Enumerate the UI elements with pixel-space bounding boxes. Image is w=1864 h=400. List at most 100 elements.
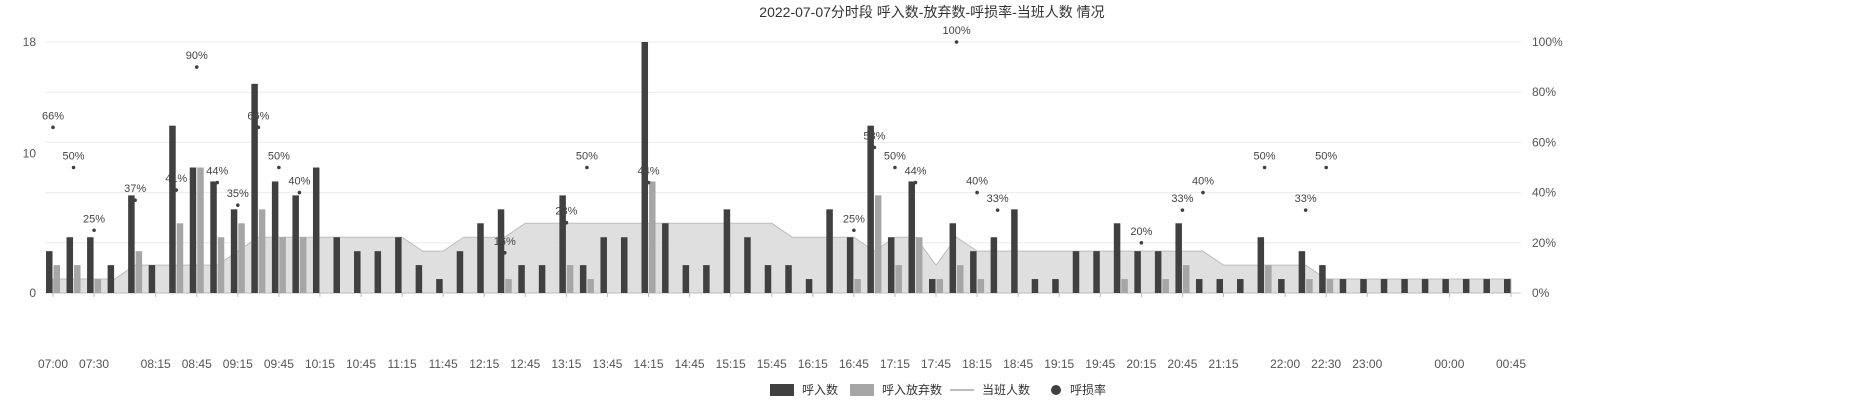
bar-calls (559, 195, 566, 293)
bar-calls (1504, 279, 1511, 293)
loss-rate-label: 37% (124, 183, 146, 195)
x-tick-label: 17:45 (921, 357, 951, 371)
loss-rate-point (256, 125, 261, 130)
bar-calls (929, 279, 936, 293)
loss-rate-label: 28% (555, 206, 577, 218)
bar-calls (148, 265, 156, 293)
loss-rate-label: 33% (1295, 193, 1317, 205)
legend-label: 呼入数 (802, 382, 838, 397)
bar-calls (374, 251, 382, 293)
loss-rate-label: 40% (1192, 176, 1214, 188)
loss-rate-point (1180, 208, 1185, 212)
loss-rate-point (502, 251, 507, 255)
chart-title: 2022-07-07分时段 呼入数-放弃数-呼损率-当班人数 情况 (759, 4, 1104, 20)
loss-rate-point (297, 190, 302, 195)
bar-abandoned (505, 279, 512, 293)
bar-calls (949, 223, 957, 293)
loss-rate-label: 44% (904, 166, 926, 178)
bar-abandoned (299, 237, 307, 293)
bar-calls (764, 265, 772, 293)
bar-calls (1154, 251, 1162, 293)
bar-calls (1237, 279, 1244, 293)
x-tick-label: 16:15 (798, 357, 828, 371)
bar-abandoned (936, 279, 944, 293)
bar-calls (312, 167, 320, 293)
bar-calls (271, 181, 279, 293)
bar-calls (1134, 251, 1141, 293)
x-tick-label: 10:45 (346, 357, 376, 371)
bar-calls (785, 265, 792, 293)
bar-calls (395, 237, 402, 293)
bar-abandoned (874, 195, 882, 293)
x-tick-label: 11:45 (429, 357, 458, 371)
x-tick-label: 19:15 (1044, 357, 1074, 371)
legend-swatch (850, 384, 874, 396)
loss-rate-label: 90% (186, 50, 208, 62)
bar-abandoned (279, 237, 286, 293)
loss-rate-label: 50% (1254, 151, 1276, 163)
y-right-tick-label: 20% (1532, 236, 1556, 250)
loss-rate-label: 44% (206, 166, 228, 178)
loss-rate-point (585, 165, 589, 170)
legend-swatch (1051, 385, 1061, 395)
bar-calls (1401, 279, 1408, 293)
staff-area-path (52, 222, 1512, 294)
loss-rate-label: 33% (987, 193, 1009, 205)
bar-calls (436, 279, 443, 293)
bar-calls (846, 237, 854, 293)
bar-calls (579, 265, 587, 293)
bar-calls (107, 265, 115, 293)
bar-abandoned (1326, 279, 1334, 293)
bar-calls (1113, 223, 1121, 293)
bar-calls (1216, 279, 1224, 293)
bar-calls (1072, 251, 1080, 293)
legend-swatch (770, 384, 794, 396)
loss-rate-label: 40% (288, 176, 310, 188)
bar-calls (230, 209, 238, 293)
bar-calls (456, 251, 464, 293)
x-tick-label: 12:45 (510, 357, 540, 371)
loss-rate-point (1303, 208, 1308, 212)
bar-calls (333, 237, 340, 293)
loss-rate-label: 44% (638, 166, 660, 178)
loss-rate-point (1139, 241, 1144, 245)
loss-rate-label: 25% (843, 213, 865, 225)
bar-abandoned (1162, 279, 1169, 293)
bar-calls (867, 125, 874, 294)
bar-calls (908, 181, 915, 293)
bar-calls (887, 237, 895, 293)
legend-label: 呼损率 (1070, 382, 1106, 397)
loss-rate-point (975, 190, 979, 195)
bar-abandoned (258, 209, 266, 293)
loss-rate-point (236, 203, 240, 207)
bar-abandoned (649, 181, 656, 293)
x-tick-label: 15:15 (716, 357, 746, 371)
loss-rate-label: 50% (268, 151, 290, 163)
x-tick-label: 09:15 (223, 357, 253, 371)
bar-calls (1257, 237, 1265, 293)
bar-abandoned (1182, 265, 1190, 293)
bar-calls (744, 237, 751, 293)
loss-rate-point (995, 208, 1000, 212)
bar-calls (1298, 251, 1306, 293)
y-right-tick-label: 40% (1532, 186, 1556, 200)
staff-area (52, 222, 1512, 294)
x-tick-label: 14:45 (675, 357, 705, 371)
loss-rate-label: 33% (1171, 193, 1193, 205)
loss-rate-label: 50% (63, 151, 85, 163)
bar-calls (169, 125, 176, 294)
x-tick-label: 22:00 (1270, 357, 1300, 371)
bar-calls (1093, 251, 1100, 293)
bar-calls (66, 237, 74, 293)
x-tick-label: 07:00 (38, 357, 68, 371)
loss-rate-point (174, 188, 179, 192)
y-left-tick-label: 0 (29, 286, 36, 300)
bar-calls (128, 195, 135, 293)
loss-rate-point (564, 220, 569, 225)
bar-calls (990, 237, 998, 293)
x-tick-label: 21:15 (1208, 357, 1238, 371)
bar-calls (1462, 279, 1470, 293)
x-tick-label: 13:45 (592, 357, 622, 371)
loss-rate-point (1324, 165, 1328, 170)
loss-rate-label: 40% (966, 176, 988, 188)
